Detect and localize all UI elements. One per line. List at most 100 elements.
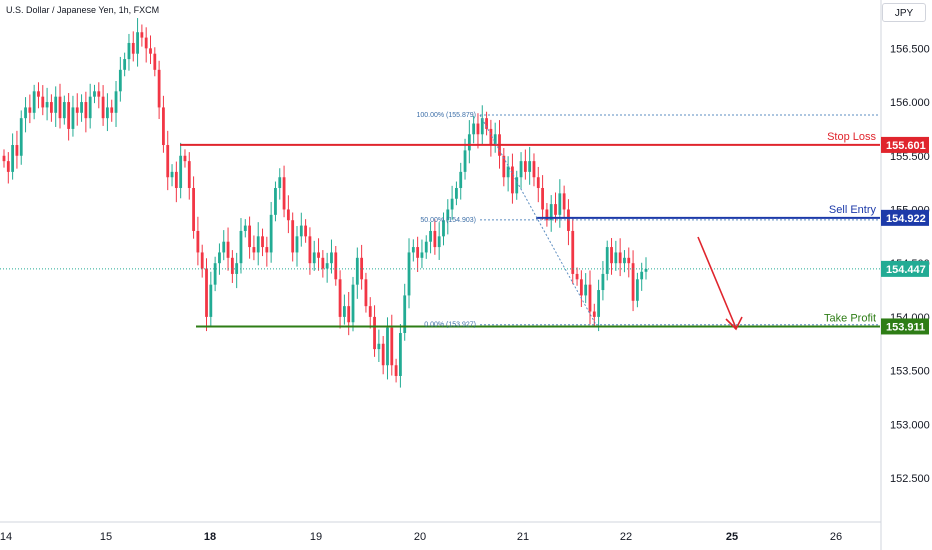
candle-body — [88, 96, 92, 119]
candle-body — [463, 150, 467, 172]
x-tick-label: 18 — [204, 531, 216, 543]
candle-body — [278, 177, 282, 188]
candle-body — [386, 327, 389, 366]
candle-body — [252, 247, 256, 253]
candle-body — [515, 177, 519, 194]
candle-body — [93, 91, 96, 97]
level-label: Take Profit — [824, 312, 876, 324]
candle-body — [205, 268, 208, 317]
candle-body — [610, 247, 613, 264]
candle-body — [243, 225, 247, 231]
candle-body — [24, 107, 27, 119]
candle-body — [174, 171, 178, 188]
candle-body — [140, 32, 144, 38]
candle-body — [614, 252, 618, 264]
candle-body — [493, 134, 497, 146]
candle-body — [355, 257, 359, 285]
candle-body — [170, 171, 174, 178]
candle-body — [28, 107, 32, 113]
candle-body — [291, 220, 295, 253]
candle-body — [467, 134, 471, 151]
candle-body — [506, 166, 510, 178]
down-arrow-head-icon — [725, 316, 743, 331]
candle-body — [304, 225, 308, 237]
candle-body — [136, 32, 139, 54]
candle-body — [200, 252, 204, 269]
candle-body — [101, 96, 105, 119]
candle-body — [541, 187, 544, 210]
x-tick-label: 19 — [310, 531, 322, 543]
price-badge — [881, 318, 929, 335]
candle-body — [282, 177, 286, 210]
candle-body — [554, 204, 557, 215]
candle-body — [532, 161, 536, 178]
candle-body — [450, 198, 454, 210]
price-badge-label: 153.911 — [886, 321, 925, 333]
candle-body — [373, 316, 376, 350]
candle-body — [377, 343, 381, 350]
candle-body — [429, 230, 432, 242]
candle-body — [511, 166, 514, 194]
candle-body — [54, 96, 58, 113]
candle-body — [261, 236, 264, 248]
candle-body — [123, 59, 127, 70]
candle-body — [459, 171, 463, 188]
candle-body — [571, 230, 575, 274]
candle-body — [455, 187, 458, 199]
level-label: Stop Loss — [827, 131, 876, 143]
candle-body — [11, 145, 15, 172]
candle-body — [41, 96, 45, 108]
y-tick-label: 155.500 — [890, 151, 930, 163]
candle-body — [2, 155, 6, 162]
candle-body — [49, 102, 53, 113]
candle-body — [110, 107, 114, 113]
candle-body — [545, 209, 549, 221]
candle-body — [351, 284, 355, 323]
candle-body — [442, 220, 445, 237]
candle-body — [6, 161, 10, 172]
price-badge-label: 155.601 — [886, 140, 926, 152]
candle-body — [157, 69, 161, 108]
candle-body — [407, 252, 411, 296]
candle-body — [549, 204, 553, 221]
candle-body — [627, 257, 631, 264]
candle-body — [218, 252, 221, 264]
candle-body — [97, 91, 101, 97]
x-tick-label: 14 — [0, 531, 12, 543]
price-badge — [881, 136, 929, 153]
candle-body — [256, 236, 260, 253]
y-tick-label: 152.500 — [890, 473, 930, 485]
time-axis[interactable]: 14 15 18 19 20 21 22 25 26 — [0, 531, 842, 543]
candle-body — [144, 37, 148, 49]
candle-body — [394, 365, 398, 376]
candle-body — [476, 123, 480, 135]
candle-body — [187, 161, 191, 188]
candle-body — [472, 123, 476, 135]
candle-body — [153, 53, 157, 70]
candle-body — [295, 236, 299, 253]
x-tick-label: 20 — [414, 531, 426, 543]
candle-body — [584, 284, 588, 296]
candle-body — [416, 247, 420, 258]
candle-body — [485, 118, 488, 129]
candle-body — [127, 42, 131, 60]
price-badge-label: 154.922 — [886, 213, 926, 225]
candle-body — [248, 225, 251, 248]
candle-body — [325, 263, 329, 269]
candle-body — [420, 252, 424, 258]
candle-body — [390, 327, 394, 366]
candle-body — [562, 193, 566, 210]
candle-body — [381, 343, 385, 366]
candle-body — [403, 295, 407, 334]
candle-body — [192, 187, 195, 231]
candle-body — [342, 306, 346, 317]
candle-body — [84, 102, 88, 119]
candle-body — [579, 279, 583, 296]
candle-body — [605, 247, 609, 274]
currency-button[interactable]: JPY — [882, 3, 926, 22]
y-tick-label: 156.000 — [890, 97, 930, 109]
x-tick-label: 25 — [726, 531, 738, 543]
